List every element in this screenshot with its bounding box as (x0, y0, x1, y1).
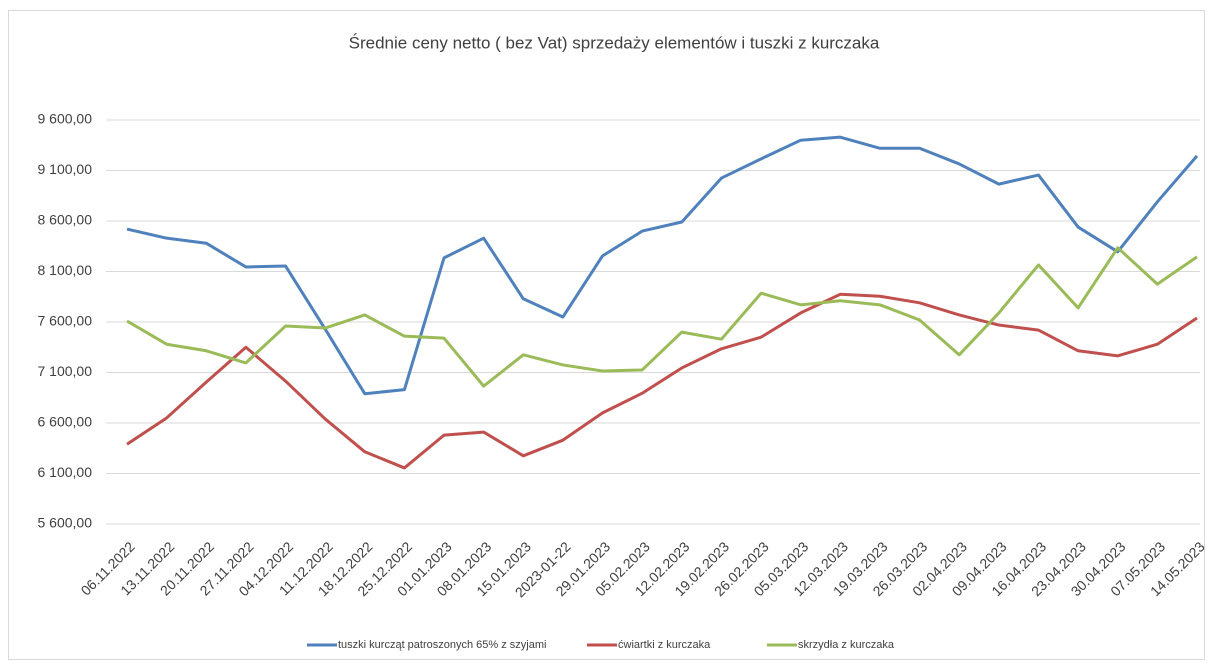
series-line (126, 135, 1199, 396)
y-tick-label: 6 600,00 (38, 414, 93, 430)
y-tick-label: 6 100,00 (38, 464, 93, 480)
series-line (126, 292, 1198, 470)
series-line (126, 246, 1198, 388)
legend-label: ćwiartki z kurczaka (618, 639, 711, 651)
y-tick-label: 7 100,00 (38, 363, 93, 379)
chart-title: Średnie ceny netto ( bez Vat) sprzedaży … (349, 33, 880, 52)
y-tick-label: 9 600,00 (38, 111, 93, 127)
legend-label: tuszki kurcząt patroszonych 65% z szyjam… (338, 639, 546, 651)
chart-frame (8, 10, 1205, 660)
y-tick-label: 5 600,00 (38, 515, 93, 531)
y-tick-label: 8 600,00 (38, 212, 93, 228)
y-tick-label: 9 100,00 (38, 161, 93, 177)
y-tick-label: 8 100,00 (38, 262, 93, 278)
legend-label: skrzydła z kurczaka (798, 639, 895, 651)
y-tick-label: 7 600,00 (38, 313, 93, 329)
